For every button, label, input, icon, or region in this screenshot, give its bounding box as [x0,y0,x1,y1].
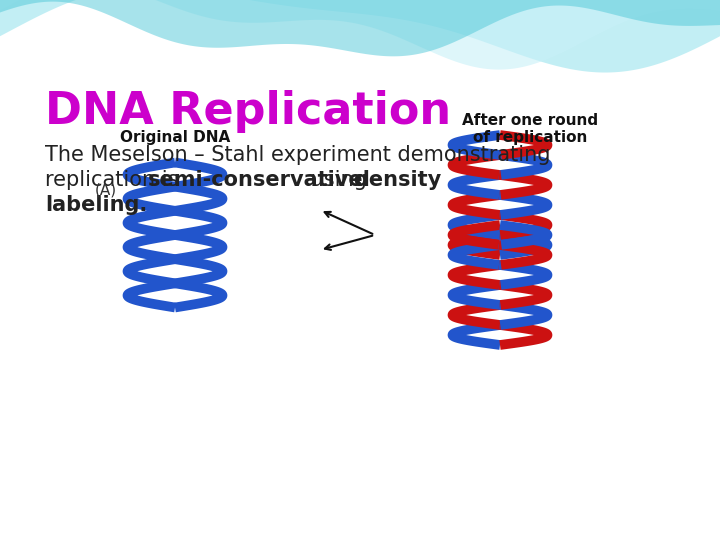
PathPatch shape [0,0,720,56]
Text: Original DNA: Original DNA [120,130,230,145]
Text: labeling.: labeling. [45,195,148,215]
Text: After one round
of replication: After one round of replication [462,113,598,145]
Text: (A): (A) [95,183,117,198]
Text: semi-conservative: semi-conservative [148,170,364,190]
Text: The Meselson – Stahl experiment demonstrating: The Meselson – Stahl experiment demonstr… [45,145,551,165]
PathPatch shape [0,0,720,72]
Text: DNA Replication: DNA Replication [45,90,451,133]
Text: replication is: replication is [45,170,185,190]
PathPatch shape [0,0,720,70]
Text: density: density [354,170,441,190]
Text: using: using [304,170,374,190]
